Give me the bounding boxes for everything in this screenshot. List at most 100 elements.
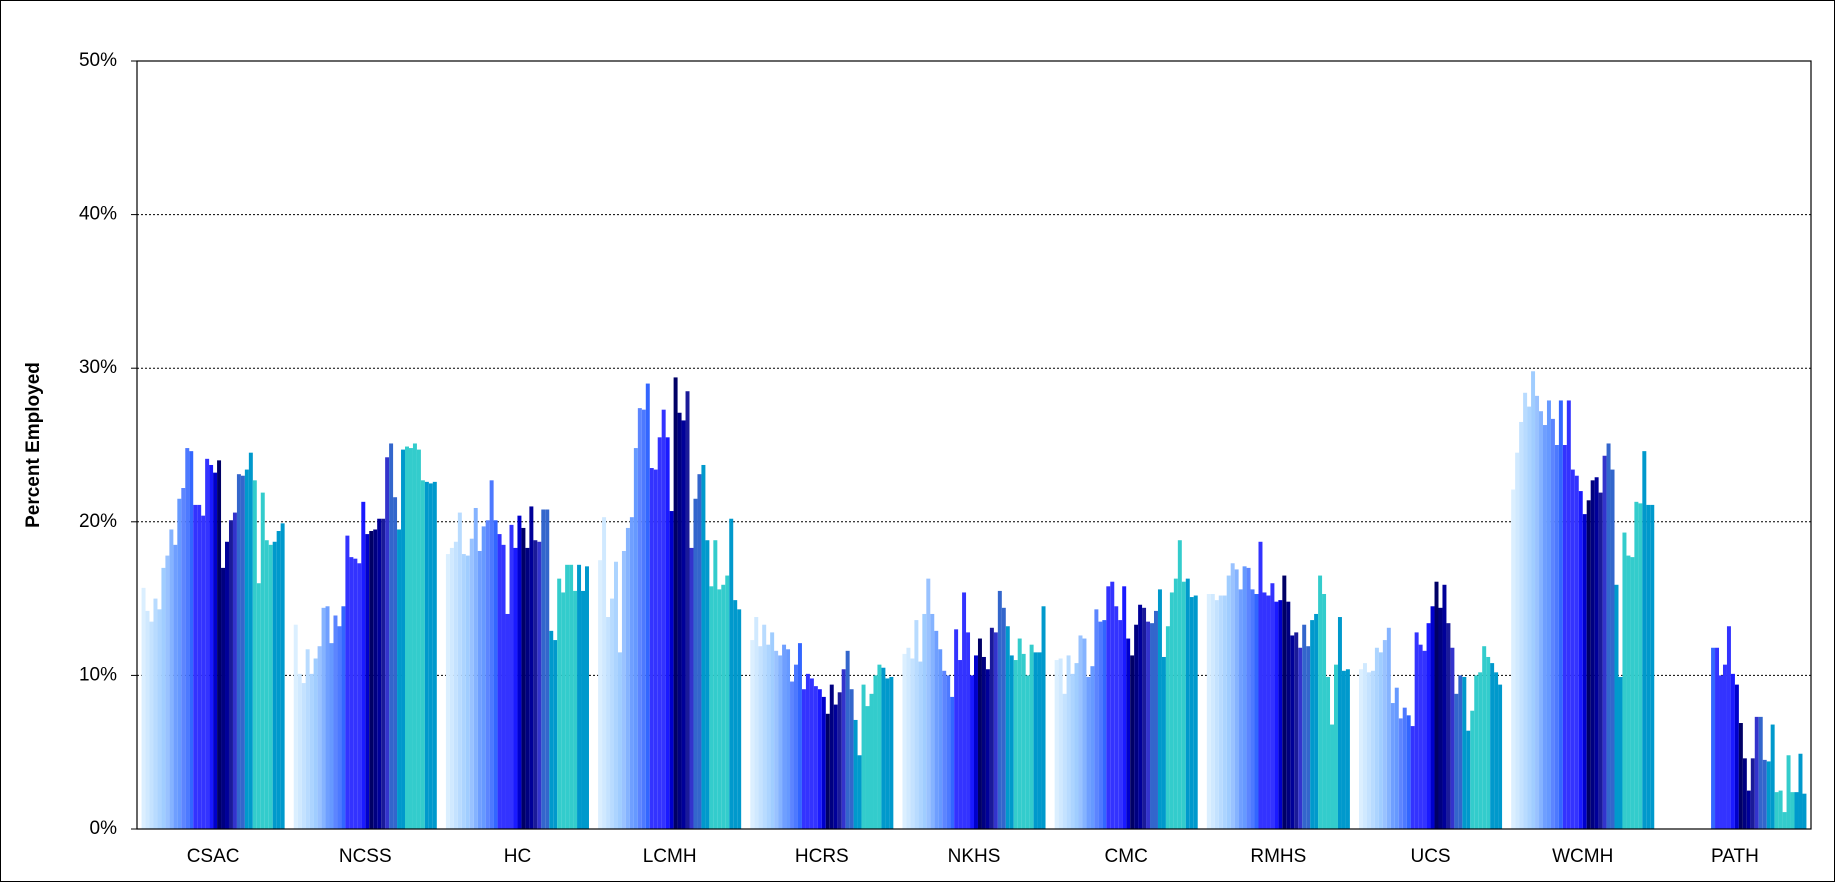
- bar: [1519, 421, 1524, 829]
- bar: [445, 554, 450, 829]
- bar: [397, 529, 402, 829]
- bar: [914, 620, 919, 829]
- bar: [974, 655, 978, 829]
- bar: [1017, 638, 1022, 829]
- bar: [1746, 790, 1751, 829]
- bar: [1037, 652, 1042, 829]
- bar: [681, 420, 686, 829]
- bar: [1594, 477, 1599, 829]
- plot-frame: [136, 60, 1812, 830]
- bar: [1622, 532, 1627, 829]
- bar: [1590, 480, 1595, 829]
- bar: [553, 640, 558, 829]
- bar: [1206, 593, 1211, 829]
- x-tick-label: RMHS: [1250, 846, 1306, 867]
- bar: [1434, 581, 1439, 829]
- bar: [1029, 644, 1034, 829]
- bar: [1430, 606, 1435, 829]
- bar: [954, 629, 959, 829]
- bar: [782, 644, 787, 829]
- bar: [1066, 655, 1071, 829]
- bar: [1246, 567, 1251, 829]
- bar: [1650, 504, 1655, 829]
- bar: [1181, 581, 1186, 829]
- bar: [853, 719, 858, 829]
- bar: [1341, 670, 1346, 829]
- bar: [1715, 647, 1720, 829]
- bar: [809, 678, 814, 829]
- bar: [469, 538, 474, 829]
- bar: [997, 590, 1002, 829]
- bar: [1470, 710, 1475, 829]
- bar: [1486, 656, 1491, 829]
- bar: [918, 661, 923, 829]
- bar: [885, 678, 890, 829]
- bar: [950, 696, 955, 829]
- bar: [641, 409, 646, 829]
- bar: [857, 755, 862, 829]
- bar: [1058, 658, 1063, 829]
- bar: [197, 504, 202, 829]
- bar: [361, 501, 366, 829]
- bar: [501, 544, 506, 829]
- bar: [709, 586, 714, 829]
- bar: [577, 564, 582, 829]
- bar: [1742, 758, 1747, 829]
- bar: [1719, 675, 1723, 829]
- bar: [801, 689, 806, 829]
- bar: [598, 560, 603, 829]
- bar: [585, 566, 589, 829]
- bar: [1310, 620, 1315, 829]
- bar: [293, 624, 298, 829]
- bar: [301, 683, 306, 829]
- bar: [1086, 676, 1091, 829]
- bar: [861, 684, 866, 829]
- bar: [272, 541, 277, 829]
- bar: [1462, 676, 1467, 829]
- y-axis-title: Percent Employed: [23, 362, 44, 528]
- bar: [1106, 586, 1111, 829]
- bar: [1406, 715, 1411, 829]
- bar: [1134, 624, 1139, 829]
- bar: [1794, 792, 1799, 829]
- bar: [877, 664, 882, 829]
- bar: [750, 640, 755, 829]
- bar: [1226, 575, 1231, 829]
- bar: [256, 583, 261, 829]
- bar: [1778, 790, 1783, 829]
- bar: [689, 547, 694, 829]
- bar: [1646, 504, 1651, 829]
- bar: [1234, 569, 1239, 829]
- bar: [1102, 620, 1107, 829]
- bar: [837, 692, 842, 829]
- bar: [1606, 443, 1611, 829]
- bar: [157, 609, 162, 829]
- bar: [521, 527, 526, 829]
- bar: [325, 606, 330, 829]
- bar: [1238, 589, 1243, 829]
- bar: [213, 472, 218, 829]
- bar: [637, 408, 642, 829]
- bar: [1558, 400, 1563, 829]
- bar: [1730, 673, 1735, 829]
- bar: [369, 531, 374, 829]
- bar: [1157, 589, 1162, 829]
- bar: [1142, 607, 1147, 829]
- bar: [1790, 792, 1795, 829]
- bar: [1193, 595, 1198, 829]
- bar: [1074, 663, 1079, 829]
- bar: [1442, 584, 1447, 829]
- bar: [825, 713, 830, 829]
- bar: [725, 575, 730, 829]
- bar: [581, 590, 586, 829]
- bar: [1169, 592, 1174, 829]
- bar: [930, 613, 935, 829]
- bar: [962, 592, 967, 829]
- bar: [966, 632, 971, 829]
- bar: [489, 480, 494, 829]
- bar: [1750, 758, 1755, 829]
- bar: [610, 598, 615, 829]
- bar: [881, 667, 886, 829]
- bar: [276, 531, 281, 829]
